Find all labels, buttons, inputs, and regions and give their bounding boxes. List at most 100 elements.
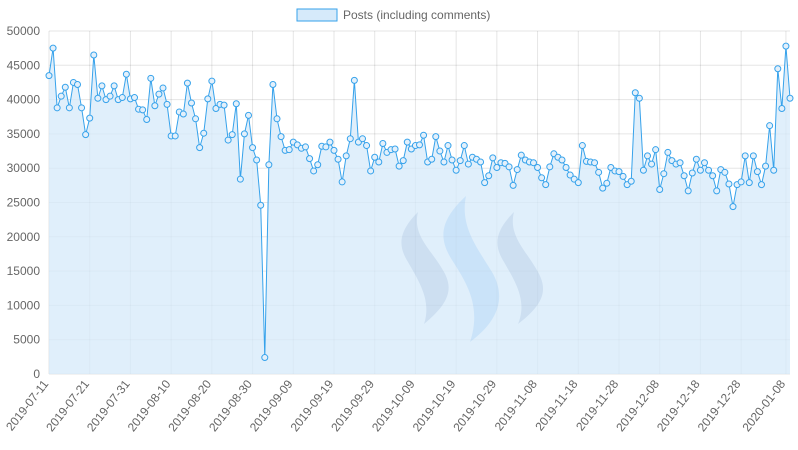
data-point[interactable] [713,187,721,195]
data-point[interactable] [696,166,704,174]
data-point[interactable] [371,153,379,161]
data-point[interactable] [45,72,53,80]
data-point[interactable] [346,135,354,143]
data-point[interactable] [200,129,208,137]
data-point[interactable] [273,115,281,123]
data-point[interactable] [118,94,126,102]
data-point[interactable] [98,82,106,90]
data-point[interactable] [285,146,293,154]
data-point[interactable] [595,168,603,176]
data-point[interactable] [163,100,171,108]
data-point[interactable] [171,132,179,140]
data-point[interactable] [770,166,778,174]
data-point[interactable] [566,171,574,179]
data-point[interactable] [688,169,696,177]
data-point[interactable] [322,143,330,151]
data-point[interactable] [749,152,757,160]
data-point[interactable] [395,162,403,170]
data-point[interactable] [782,42,790,50]
data-point[interactable] [261,354,269,362]
data-point[interactable] [692,155,700,163]
data-point[interactable] [277,133,285,141]
data-point[interactable] [208,77,216,85]
data-point[interactable] [440,158,448,166]
data-point[interactable] [481,179,489,187]
data-point[interactable] [530,159,537,167]
data-point[interactable] [428,155,436,163]
data-point[interactable] [61,83,69,91]
data-point[interactable] [639,166,647,174]
data-point[interactable] [741,152,749,160]
data-point[interactable] [517,151,525,159]
data-point[interactable] [143,115,151,123]
data-point[interactable] [546,163,554,171]
data-point[interactable] [542,181,550,189]
data-point[interactable] [269,81,277,89]
data-point[interactable] [110,82,118,90]
data-point[interactable] [436,147,444,155]
data-point[interactable] [737,178,745,186]
data-point[interactable] [635,94,643,102]
data-point[interactable] [709,172,717,180]
data-point[interactable] [753,168,761,176]
data-point[interactable] [766,122,774,130]
data-point[interactable] [460,142,468,150]
data-point[interactable] [375,158,383,166]
data-point[interactable] [220,101,228,109]
data-point[interactable] [513,166,521,174]
data-point[interactable] [314,161,322,169]
data-point[interactable] [648,160,656,168]
data-point[interactable] [762,162,770,170]
data-point[interactable] [705,166,713,174]
data-point[interactable] [509,181,517,189]
data-point[interactable] [758,181,765,189]
data-point[interactable] [603,179,611,187]
data-point[interactable] [204,95,212,103]
data-point[interactable] [183,79,191,87]
data-point[interactable] [306,155,314,163]
data-point[interactable] [192,115,200,123]
legend-label[interactable]: Posts (including comments) [343,8,490,22]
data-point[interactable] [432,133,440,141]
data-point[interactable] [631,89,639,97]
data-point[interactable] [212,105,220,113]
data-point[interactable] [334,155,342,163]
data-point[interactable] [420,131,428,139]
data-point[interactable] [721,168,729,176]
data-point[interactable] [786,94,794,102]
data-point[interactable] [684,187,692,195]
data-point[interactable] [224,136,232,144]
data-point[interactable] [240,130,248,138]
data-point[interactable] [151,102,159,110]
data-point[interactable] [245,111,252,119]
data-point[interactable] [139,106,147,114]
data-point[interactable] [680,172,688,180]
data-point[interactable] [257,201,265,209]
data-point[interactable] [330,146,338,154]
data-point[interactable] [363,142,371,150]
data-point[interactable] [131,94,138,102]
data-point[interactable] [196,144,204,152]
data-point[interactable] [391,145,399,153]
data-point[interactable] [78,104,86,112]
data-point[interactable] [232,100,240,108]
data-point[interactable] [359,135,366,143]
data-point[interactable] [399,157,407,165]
data-point[interactable] [342,152,350,160]
data-point[interactable] [489,154,497,162]
data-point[interactable] [464,160,472,168]
data-point[interactable] [701,159,708,167]
data-point[interactable] [249,144,257,152]
data-point[interactable] [444,142,452,150]
legend-swatch[interactable] [296,8,338,22]
data-point[interactable] [228,131,236,139]
data-point[interactable] [644,152,651,160]
data-point[interactable] [403,138,411,146]
data-point[interactable] [619,172,627,180]
data-point[interactable] [578,142,586,150]
data-point[interactable] [416,141,423,149]
data-point[interactable] [558,156,566,164]
data-point[interactable] [147,74,155,82]
data-point[interactable] [664,148,672,156]
data-point[interactable] [236,175,244,183]
